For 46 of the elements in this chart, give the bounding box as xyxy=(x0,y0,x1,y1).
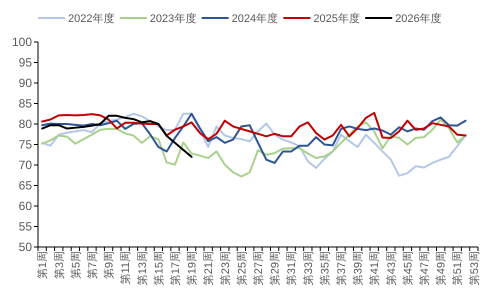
x-tick-label: 第43周 xyxy=(386,251,398,286)
x-tick-label: 第51周 xyxy=(452,251,464,286)
x-tick-label: 第53周 xyxy=(468,251,481,286)
y-tick-label: 75 xyxy=(18,138,32,152)
x-tick-label: 第15周 xyxy=(153,251,166,286)
y-tick-label: 65 xyxy=(18,178,32,192)
y-tick-label: 90 xyxy=(18,76,32,90)
x-tick-label: 第19周 xyxy=(186,251,199,286)
y-tick-label: 50 xyxy=(18,240,32,254)
y-tick-label: 55 xyxy=(18,220,32,234)
line-series xyxy=(41,112,467,141)
x-tick-label: 第3周 xyxy=(54,251,66,280)
x-tick-label: 第27周 xyxy=(253,251,265,286)
y-tick-label: 95 xyxy=(18,56,32,70)
x-tick-label: 第21周 xyxy=(203,251,216,286)
y-tick-label: 80 xyxy=(18,117,32,131)
x-tick-label: 第45周 xyxy=(402,251,414,286)
x-tick-label: 第23周 xyxy=(220,251,232,286)
x-tick-label: 第5周 xyxy=(70,251,82,280)
legend-label: 2026年度 xyxy=(395,12,442,25)
legend-label: 2022年度 xyxy=(68,12,114,25)
line-series xyxy=(41,112,467,164)
x-tick-label: 第35周 xyxy=(319,251,332,286)
x-tick-label: 第29周 xyxy=(270,251,282,286)
x-tick-label: 第17周 xyxy=(170,251,182,286)
x-tick-label: 第39周 xyxy=(352,251,365,286)
x-tick-label: 第31周 xyxy=(286,251,298,286)
x-tick-label: 第7周 xyxy=(86,251,99,280)
y-tick-label: 100 xyxy=(12,35,32,49)
x-tick-label: 第1周 xyxy=(37,251,50,280)
x-tick-label: 第49周 xyxy=(436,251,448,286)
y-tick-label: 70 xyxy=(18,158,32,172)
legend-label: 2023年度 xyxy=(150,12,196,25)
x-tick-label: 第37周 xyxy=(336,251,348,286)
y-tick-label: 85 xyxy=(18,96,32,110)
line-series xyxy=(41,114,193,158)
legend-label: 2025年度 xyxy=(313,12,360,25)
x-tick-label: 第13周 xyxy=(136,251,149,286)
x-tick-label: 第9周 xyxy=(104,251,116,280)
x-tick-label: 第41周 xyxy=(369,251,382,286)
x-tick-label: 第33周 xyxy=(302,251,315,286)
x-tick-label: 第25周 xyxy=(236,251,248,286)
y-tick-label: 60 xyxy=(18,199,32,213)
legend-label: 2024年度 xyxy=(232,12,278,25)
x-tick-label: 第47周 xyxy=(419,251,432,286)
x-tick-label: 第11周 xyxy=(120,251,132,284)
